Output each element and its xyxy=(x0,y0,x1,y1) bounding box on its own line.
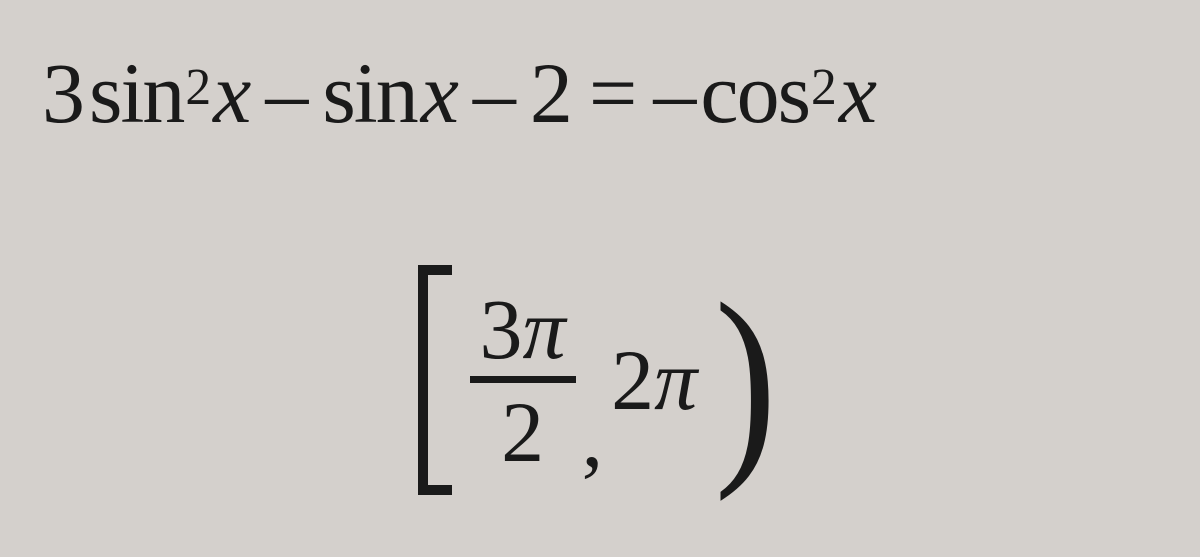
fn-sin-2: sin xyxy=(322,50,416,136)
neg-sign: – xyxy=(653,50,696,136)
var-x-2: x xyxy=(421,50,459,136)
minus-1: – xyxy=(265,50,308,136)
interval-expression: 3π 2 , 2π ) xyxy=(418,260,783,500)
fraction-3pi-over-2: 3π 2 xyxy=(470,286,576,475)
equals-sign: = xyxy=(589,50,638,136)
interval-row: 3π 2 , 2π ) xyxy=(0,260,1200,500)
interval-separator: , xyxy=(582,394,604,480)
coeff-2-pi: 2 xyxy=(611,332,654,428)
num-coeff-3: 3 xyxy=(480,281,523,377)
fraction-numerator: 3π xyxy=(470,286,576,376)
fn-cos: cos xyxy=(700,50,809,136)
term-2pi: 2π xyxy=(611,337,697,423)
coeff-3: 3 xyxy=(42,50,85,136)
left-bracket-icon xyxy=(418,265,452,495)
fraction-bar xyxy=(470,376,576,383)
pow-2-sin: 2 xyxy=(185,62,211,114)
math-page: 3 sin 2 x – sin x – 2 = – cos 2 x 3π 2 , xyxy=(0,0,1200,557)
var-x-3: x xyxy=(839,50,877,136)
pi-symbol-2: π xyxy=(654,332,697,428)
const-2: 2 xyxy=(530,50,573,136)
pi-symbol-1: π xyxy=(523,281,566,377)
equation-line: 3 sin 2 x – sin x – 2 = – cos 2 x xyxy=(40,50,879,136)
fn-sin-1: sin xyxy=(89,50,183,136)
fraction-denominator: 2 xyxy=(491,383,554,475)
minus-2: – xyxy=(473,50,516,136)
pow-2-cos: 2 xyxy=(811,62,837,114)
right-paren-icon: ) xyxy=(715,265,777,495)
var-x-1: x xyxy=(213,50,251,136)
